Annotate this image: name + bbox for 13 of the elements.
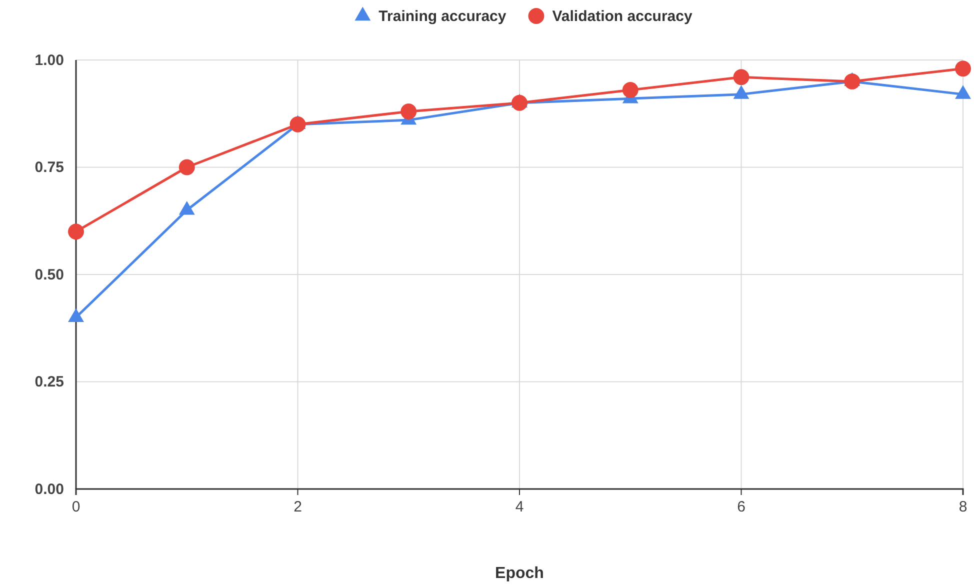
y-tick-label: 0.50 [34,266,64,284]
x-tick-label: 6 [737,498,746,516]
y-tick-label: 0.75 [34,159,64,176]
x-tick-label: 4 [515,498,524,516]
x-tick-label: 2 [294,498,302,516]
y-tick-label: 1.00 [34,52,64,69]
y-tick-label: 0.00 [34,480,64,498]
x-axis-title: Epoch [495,565,544,582]
legend-label: Training accuracy [378,8,507,25]
y-tick-label: 0.25 [34,374,64,391]
x-tick-label: 8 [958,498,968,516]
legend-label: Validation accuracy [552,8,693,25]
x-tick-label: 0 [72,498,80,516]
